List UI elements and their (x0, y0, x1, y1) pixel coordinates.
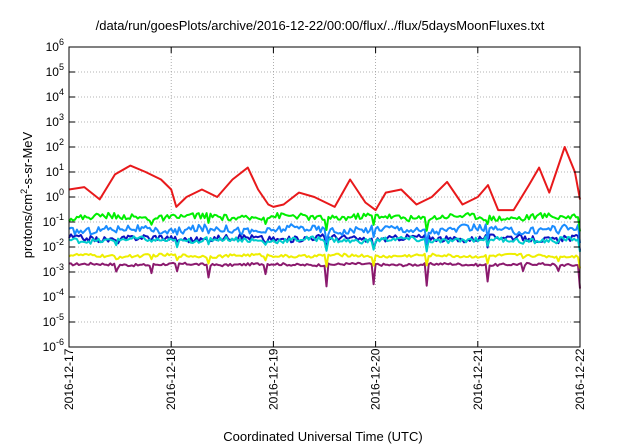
x-tick-label: 2016-12-18 (164, 348, 178, 410)
y-tick-label: 10-5 (43, 312, 64, 329)
x-axis-label: Coordinated Universal Time (UTC) (223, 429, 422, 444)
x-tick-label: 2016-12-19 (266, 348, 280, 410)
series-line (68, 223, 581, 245)
y-axis-label-rest: -s-sr-MeV (20, 131, 35, 188)
y-axis-label-sup: 2 (19, 189, 29, 194)
y-tick-label: 10-3 (43, 262, 64, 279)
series-line (68, 235, 581, 253)
series-line (68, 232, 581, 251)
series-layer (68, 146, 581, 289)
y-tick-label: 10-2 (43, 237, 64, 254)
series-line (68, 261, 581, 289)
x-axis-ticks: 2016-12-17 2016-12-18 2016-12-19 2016-12-20… (62, 47, 587, 410)
grid-lines (69, 47, 580, 347)
y-tick-label: 103 (46, 112, 64, 129)
x-tick-label: 2016-12-17 (62, 348, 76, 410)
series-line (68, 211, 581, 232)
y-tick-label: 101 (46, 162, 64, 179)
y-tick-label: 10-4 (43, 287, 64, 304)
y-tick-label: 105 (46, 62, 64, 79)
x-tick-label: 2016-12-22 (573, 348, 587, 410)
y-axis-ticks: 10-6 10-5 10-4 10-3 10-2 10-1 100 101 102 103 104 1… (43, 37, 580, 354)
chart-title: /data/run/goesPlots/archive/2016-12-22/0… (95, 18, 545, 33)
y-tick-label: 104 (46, 87, 64, 104)
y-tick-label: 102 (46, 137, 64, 154)
series-line (68, 252, 581, 269)
x-tick-label: 2016-12-21 (471, 348, 485, 410)
series-line (68, 146, 581, 212)
y-tick-label: 10-6 (43, 337, 64, 354)
y-tick-label: 10-1 (43, 212, 64, 229)
x-tick-label: 2016-12-20 (369, 348, 383, 410)
y-tick-label: 106 (46, 37, 64, 54)
y-tick-label: 100 (46, 187, 64, 204)
y-axis-label-base: protons/cm (20, 194, 35, 258)
y-axis-label: protons/cm2-s-sr-MeV (19, 131, 35, 258)
